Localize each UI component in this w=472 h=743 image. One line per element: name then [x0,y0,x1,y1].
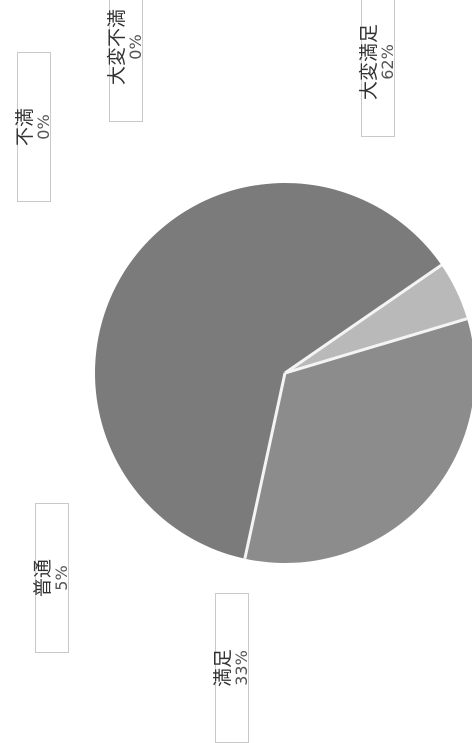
slice-percent: 62% [377,44,397,80]
pie-slice-1 [244,318,472,563]
data-label: 不満 0% [13,52,53,202]
data-label: 満足 33% [211,593,251,743]
pie-svg [95,183,472,563]
pie-slice-0 [95,183,442,559]
slice-percent: 5% [51,565,71,591]
slice-separator [243,372,287,560]
pie-slice-2 [285,265,468,373]
slice-label: 大変満足 [357,24,380,101]
slice-label: 不満 [13,108,36,147]
slice-separator [284,263,443,375]
slice-label: 普通 [31,559,54,598]
slice-percent: 0% [125,34,145,60]
slice-percent: 0% [33,114,53,140]
slice-label: 大変不満 [105,9,128,86]
slice-separator [284,317,468,375]
pie-chart: 大変満足 62% 満足 33% 普通 5% 不満 0% 大変不満 0% [13,0,472,743]
data-label: 大変満足 62% [357,0,397,137]
slice-percent: 33% [231,650,251,686]
data-label: 大変不満 0% [105,0,145,122]
data-label: 普通 5% [31,503,71,653]
slice-label: 満足 [211,649,234,688]
